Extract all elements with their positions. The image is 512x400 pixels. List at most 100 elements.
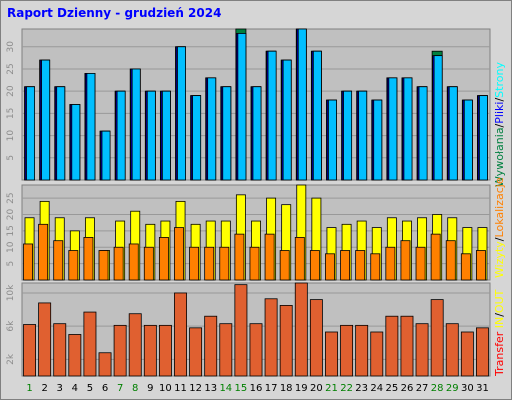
sites-bar	[460, 253, 471, 281]
day-label: 22	[340, 383, 353, 394]
day-label: 18	[280, 383, 293, 394]
panel-transfer: 2k 6k 10k	[6, 282, 491, 377]
day-label: 13	[204, 383, 217, 394]
pages-bar	[463, 99, 473, 181]
legend-hits-files-pages: Wywołania/Pliki/Strony	[493, 62, 506, 187]
sites-bar	[355, 250, 366, 281]
day-label: 15	[235, 383, 248, 394]
sites-bar	[68, 250, 79, 281]
sites-bar	[340, 250, 351, 281]
legend-item: Transfer	[493, 331, 506, 377]
pages-bar	[388, 77, 398, 181]
transfer-bar	[53, 323, 67, 377]
day-label: 4	[72, 383, 78, 394]
day-label: 19	[295, 383, 308, 394]
sites-bar	[309, 250, 320, 281]
sites-bar	[370, 253, 381, 281]
transfer-bar	[83, 311, 97, 377]
legend-item: Wywołania	[493, 127, 506, 187]
transfer-bar	[68, 334, 82, 377]
transfer-bar	[98, 352, 112, 377]
sites-bar	[430, 233, 441, 281]
transfer-bar	[234, 284, 248, 377]
sites-bar	[264, 233, 275, 281]
transfer-bar	[415, 323, 429, 377]
pages-bar	[433, 55, 443, 181]
y-tick-label: 10	[6, 130, 16, 142]
sites-bar	[415, 246, 426, 281]
transfer-bar	[355, 324, 369, 377]
sites-bar	[143, 246, 154, 281]
y-tick-label: 5	[6, 261, 16, 267]
transfer-bar	[113, 324, 127, 377]
y-tick-label: 15	[6, 108, 16, 119]
transfer-bar	[309, 299, 323, 377]
sites-bar	[113, 246, 124, 281]
pages-bar	[192, 95, 202, 181]
pages-bar	[328, 99, 337, 181]
legend-item: /	[493, 237, 506, 241]
y-tick-label: 10	[6, 241, 16, 253]
y-tick-label: 30	[6, 41, 16, 53]
day-label: 10	[159, 383, 172, 394]
legend-item: Lokalizacje	[493, 177, 506, 237]
transfer-bar	[430, 299, 444, 377]
pages-bar	[267, 50, 277, 181]
transfer-bar	[460, 331, 474, 377]
pages-bar	[479, 95, 488, 181]
pages-bar	[373, 99, 383, 181]
y-tick-label: 6k	[6, 320, 16, 332]
y-tick-label: 2k	[6, 353, 16, 365]
transfer-bar	[476, 327, 489, 377]
panel-hits-files-pages: 5 10 15 20 25 30	[6, 28, 491, 181]
day-label: 7	[117, 383, 123, 394]
sites-bar	[219, 246, 230, 281]
day-label: 28	[431, 383, 444, 394]
day-label: 14	[219, 383, 232, 394]
y-tick-label: 10k	[6, 284, 16, 301]
transfer-bar	[38, 302, 52, 377]
y-tick-label: 15	[6, 225, 16, 236]
pages-bar	[252, 86, 262, 181]
sites-bar	[83, 237, 94, 281]
legend-item: Strony	[493, 62, 506, 98]
chart-legends: Wywołania/Pliki/StronyWizyty/Lokalizacje…	[493, 62, 506, 377]
sites-bar	[189, 246, 200, 281]
day-label: 2	[41, 383, 47, 394]
transfer-bar	[128, 313, 142, 377]
day-label: 23	[355, 383, 368, 394]
pages-bar	[418, 86, 428, 181]
legend-item: /	[493, 313, 506, 317]
sites-bar	[98, 250, 109, 281]
pages-bar	[207, 77, 217, 181]
y-tick-label: 20	[6, 85, 16, 97]
legend-item: /	[493, 98, 506, 102]
day-label: 16	[250, 383, 263, 394]
day-label: 17	[265, 383, 278, 394]
pages-bar	[116, 90, 126, 181]
legend-item: /	[493, 123, 506, 127]
pages-bar	[146, 90, 156, 181]
sites-bar	[174, 227, 184, 281]
y-tick-label: 20	[6, 208, 16, 220]
sites-bar	[234, 233, 245, 281]
day-label: 1	[26, 383, 32, 394]
pages-bar	[86, 73, 96, 181]
day-label: 12	[189, 383, 202, 394]
sites-bar	[249, 246, 260, 281]
report-title: Raport Dzienny - grudzień 2024	[7, 6, 221, 20]
legend-visits-sites: Wizyty/Lokalizacje	[493, 177, 506, 278]
day-label: 8	[132, 383, 138, 394]
sites-bar	[128, 243, 139, 281]
transfer-bar	[294, 282, 308, 377]
sites-bar	[204, 246, 215, 281]
transfer-bar	[249, 323, 263, 377]
transfer-bar	[264, 298, 278, 377]
day-label: 20	[310, 383, 323, 394]
day-label: 11	[174, 383, 187, 394]
pages-bar	[131, 68, 141, 181]
pages-bar	[403, 77, 413, 181]
y-tick-label: 5	[6, 155, 16, 161]
transfer-bar	[325, 331, 338, 377]
transfer-bar	[279, 305, 293, 377]
